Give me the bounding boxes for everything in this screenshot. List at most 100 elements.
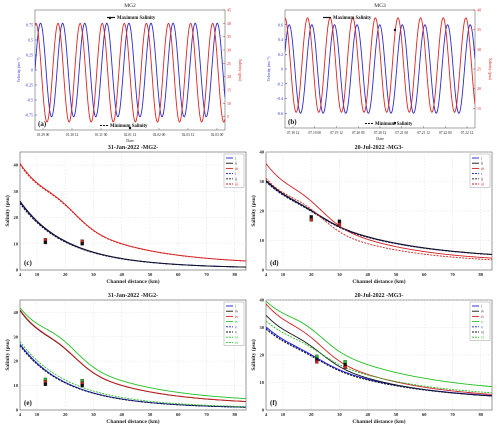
panel-b: MG3 -0.6 -0.4 -0.2 0 0.2 0.4 0.6 15 20 25 30 35 40 07.… bbox=[266, 3, 493, 141]
series-line bbox=[266, 178, 492, 261]
chart-title: 20-Jul-2022 -MG3- bbox=[355, 145, 404, 151]
series-line-salinity bbox=[35, 22, 225, 123]
data-marker bbox=[43, 240, 48, 245]
x-tick-label: 01.31 00 bbox=[95, 133, 108, 137]
x-tick-label: 50 bbox=[148, 412, 153, 417]
x-tick-label: 20 bbox=[309, 272, 314, 277]
legend-label: v bbox=[235, 324, 237, 329]
data-marker bbox=[337, 219, 342, 223]
legend-label: i bbox=[481, 156, 483, 161]
data-marker bbox=[309, 218, 313, 222]
annotation-point bbox=[393, 121, 397, 125]
chart-title: 31-Jan-2022 -MG2- bbox=[108, 293, 158, 299]
legend-box bbox=[223, 301, 245, 346]
data-marker bbox=[343, 365, 347, 370]
y-right-tick-label: 5 bbox=[227, 114, 229, 119]
x-tick-label: 20 bbox=[309, 412, 314, 417]
y-tick-label: 10 bbox=[14, 383, 19, 388]
series-line bbox=[20, 341, 246, 408]
x-tick-label: 50 bbox=[394, 272, 399, 277]
y-right-tick-label: 25 bbox=[477, 67, 481, 72]
y-tick-label: 40 bbox=[260, 150, 265, 155]
y-tick-label: 0.4 bbox=[278, 37, 283, 42]
panel-label: (a) bbox=[38, 120, 47, 128]
data-marker bbox=[343, 360, 347, 364]
x-tick-label: 07.20 12 bbox=[374, 131, 387, 135]
legend-box bbox=[223, 153, 245, 188]
annotation-point bbox=[128, 126, 132, 130]
x-tick-label: 40 bbox=[119, 412, 124, 417]
x-tick-label: 01.29 00 bbox=[37, 133, 50, 137]
x-tick-label: 07.19 12 bbox=[330, 131, 343, 135]
legend-label: iv bbox=[481, 314, 484, 319]
x-tick-label: 80 bbox=[232, 412, 237, 417]
x-tick-label: 70 bbox=[204, 412, 209, 417]
x-tick-label: 80 bbox=[478, 272, 483, 277]
y-tick-label: -0.25 bbox=[25, 83, 33, 88]
y-tick-label: -0.6 bbox=[277, 111, 283, 116]
y-tick-label: 0 bbox=[281, 67, 283, 72]
x-axis-label: Channel distance (km) bbox=[352, 418, 405, 424]
series-line-velocity bbox=[285, 24, 475, 114]
x-axis-label: Channel distance (km) bbox=[352, 278, 405, 285]
x-tick-label: 60 bbox=[176, 272, 181, 277]
panel-f: 20-Jul-2022 -MG3- 4 10 20 30 40 50 60 70 80 0 10 20 3… bbox=[250, 293, 493, 424]
y-tick-label: -0.75 bbox=[25, 113, 33, 118]
y-tick-label: -0.2 bbox=[277, 81, 283, 86]
x-tick-label: 60 bbox=[422, 272, 427, 277]
x-tick-label: 30 bbox=[337, 272, 342, 277]
plot-frame bbox=[19, 151, 247, 271]
data-marker bbox=[337, 222, 342, 226]
y-tick-label: 30 bbox=[260, 179, 265, 184]
y-axis-label: Salinity (psu) bbox=[250, 195, 257, 226]
x-tick-label: 07.22 00 bbox=[439, 131, 452, 135]
legend-label: vi bbox=[235, 340, 239, 345]
x-tick-label: 40 bbox=[365, 412, 370, 417]
legend-label: i bbox=[481, 304, 483, 309]
legend-label: iii bbox=[481, 182, 485, 187]
x-tick-label: 07.21 12 bbox=[417, 131, 430, 135]
y-tick-label: 0.5 bbox=[28, 38, 33, 43]
x-tick-label: 40 bbox=[365, 272, 370, 277]
annotation-min-salinity: Minimum Salinity bbox=[110, 124, 148, 129]
y-right-tick-label: 15 bbox=[227, 88, 231, 93]
legend-label: iii bbox=[235, 182, 239, 187]
y-axis-label: Salinity (psu) bbox=[4, 339, 11, 370]
panel-label: (f) bbox=[270, 399, 278, 407]
y-tick-label: 10 bbox=[260, 238, 265, 243]
data-marker bbox=[315, 354, 319, 359]
plot-frame bbox=[284, 9, 476, 129]
x-tick-label: 07.19 00 bbox=[308, 131, 321, 135]
x-tick-label: 80 bbox=[478, 412, 483, 417]
data-marker bbox=[343, 362, 347, 367]
y-right-tick-label: 15 bbox=[477, 106, 481, 111]
x-tick-label: 4 bbox=[19, 412, 22, 417]
legend-box bbox=[469, 153, 491, 188]
y-tick-label: 0 bbox=[16, 408, 19, 413]
data-marker bbox=[315, 357, 319, 361]
y-tick-label: 0.25 bbox=[26, 53, 33, 58]
plot-frame bbox=[19, 299, 247, 411]
x-tick-label: 20 bbox=[63, 412, 68, 417]
series-line bbox=[20, 203, 246, 268]
y-tick-label: 30 bbox=[14, 334, 19, 339]
legend-label: i bbox=[235, 304, 237, 309]
y-tick-label: 0 bbox=[16, 268, 19, 273]
legend-label: v bbox=[481, 324, 483, 329]
legend-label: ii bbox=[481, 161, 484, 166]
x-tick-label: 80 bbox=[232, 272, 237, 277]
legend-label: iii bbox=[235, 166, 239, 171]
y-tick-label: 30 bbox=[14, 189, 19, 194]
annotation-point bbox=[393, 28, 397, 32]
series-line bbox=[266, 328, 492, 397]
series-line bbox=[266, 300, 492, 388]
y-tick-label: 0.6 bbox=[278, 22, 283, 27]
y-axis-label: Velocity (ms⁻¹) bbox=[266, 56, 271, 82]
legend-label: i bbox=[235, 156, 237, 161]
panel-label: (b) bbox=[288, 118, 297, 126]
legend-label: iv bbox=[235, 314, 238, 319]
y-tick-label: 20 bbox=[14, 215, 19, 220]
y-tick-label: 0 bbox=[262, 408, 265, 413]
